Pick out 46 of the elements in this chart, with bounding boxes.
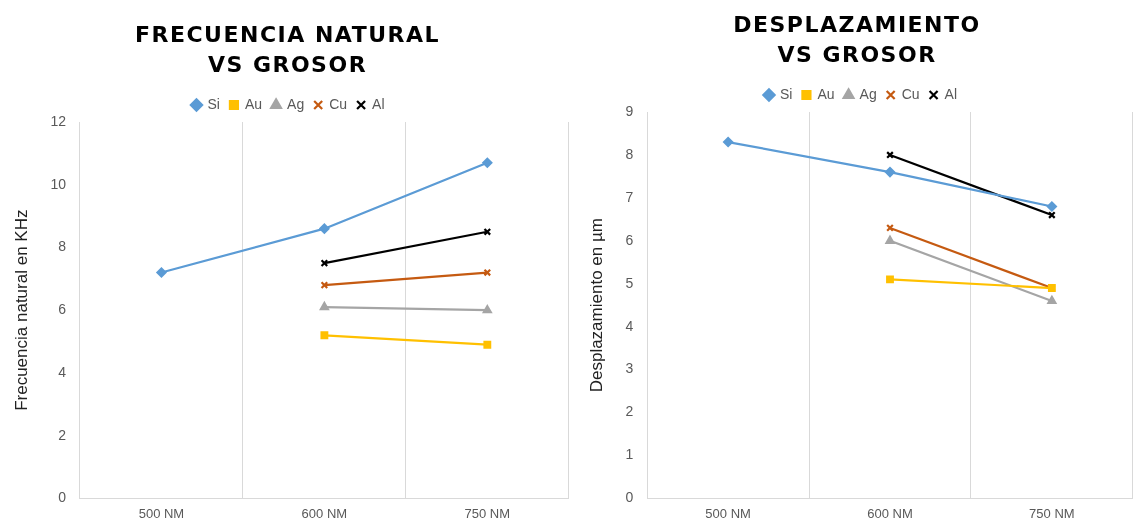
legend-label: Si [779,85,793,102]
x-tick-label: 600 NM [301,505,348,521]
x-tick-label: 500 NM [705,505,751,521]
legend-label: Cu [329,95,348,112]
y-tick-label: 6 [625,231,634,248]
legend-label: Cu [901,85,920,102]
y-tick-label: 6 [58,301,67,318]
legend-label: Au [817,85,835,102]
legend-label: Ag [859,85,877,102]
legend-label: Au [244,95,263,112]
x-tick-label: 500 NM [138,505,185,521]
x-tick-label: 750 NM [464,505,511,521]
legend-label: Ag [287,95,305,112]
y-tick-label: 12 [50,112,67,129]
point [482,157,493,168]
y-tick-label: 2 [58,426,67,443]
y-tick-label: 8 [58,238,67,255]
y-tick-label: 10 [50,175,67,192]
y-tick-label: 0 [58,489,67,506]
point [156,267,167,278]
y-tick-label: 1 [625,446,634,463]
y-tick-label: 2 [625,403,634,420]
point [1046,201,1057,212]
chart-title: FRECUENCIA NATURAL VS GROSOR [133,21,442,79]
y-tick-label: 4 [625,317,634,334]
y-tick-label: 7 [625,188,634,205]
legend-label: Al [372,95,385,112]
y-axis-title: Desplazamiento en µm [586,218,606,393]
point [886,275,894,284]
y-tick-label: 3 [625,360,634,377]
y-axis-title: Frecuencia natural en KHz [11,209,31,411]
point [319,223,330,234]
y-tick-label: 4 [58,363,67,380]
point [723,136,734,148]
point [320,331,329,340]
y-tick-label: 5 [625,274,634,291]
x-tick-label: 600 NM [867,505,913,521]
chart-title: DESPLAZAMIENTO VS GROSOR [732,11,982,69]
point [884,167,896,178]
legend-label: Al [944,85,958,102]
y-tick-label: 8 [625,145,634,162]
y-tick-label: 9 [625,102,634,119]
legend-label: Si [207,95,220,112]
point [483,340,492,349]
y-tick-label: 0 [625,489,634,506]
x-tick-label: 750 NM [1029,505,1075,521]
